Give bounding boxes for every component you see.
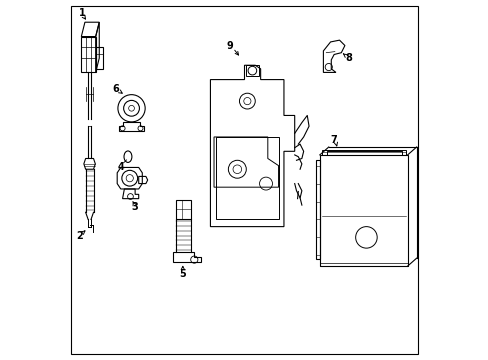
- Bar: [319, 155, 407, 266]
- Bar: [176, 200, 190, 220]
- Text: 4: 4: [117, 162, 124, 172]
- Bar: [246, 65, 258, 76]
- Text: 5: 5: [179, 269, 186, 279]
- Text: 3: 3: [131, 202, 138, 212]
- Text: 6: 6: [113, 84, 119, 94]
- Text: 8: 8: [345, 53, 351, 63]
- Text: 2: 2: [76, 231, 83, 240]
- Text: 1: 1: [79, 8, 85, 18]
- Text: 7: 7: [330, 135, 337, 145]
- Text: 9: 9: [226, 41, 233, 50]
